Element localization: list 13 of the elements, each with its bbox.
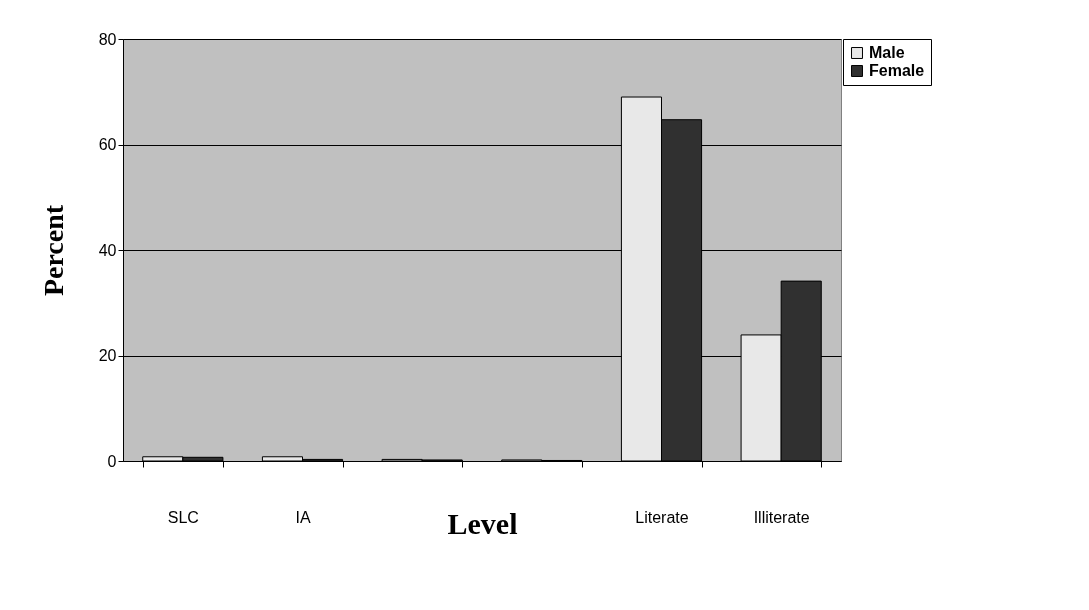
y-tick-label: 40 (98, 241, 117, 259)
legend-label: Female (869, 62, 925, 79)
x-tick-label: Literate (635, 508, 689, 526)
x-tick-label: IA (295, 508, 311, 526)
y-axis-title: Percent (37, 204, 69, 297)
y-tick-label: 80 (98, 30, 117, 48)
y-tick-label: 60 (98, 136, 117, 153)
y-tick-label: 0 (107, 452, 117, 470)
x-tick-label: Illiterate (753, 508, 810, 526)
x-axis-title: Level (447, 506, 518, 540)
x-tick-label: SLC (167, 508, 199, 526)
legend-label: Male (869, 44, 905, 61)
y-tick-label: 20 (98, 347, 117, 364)
